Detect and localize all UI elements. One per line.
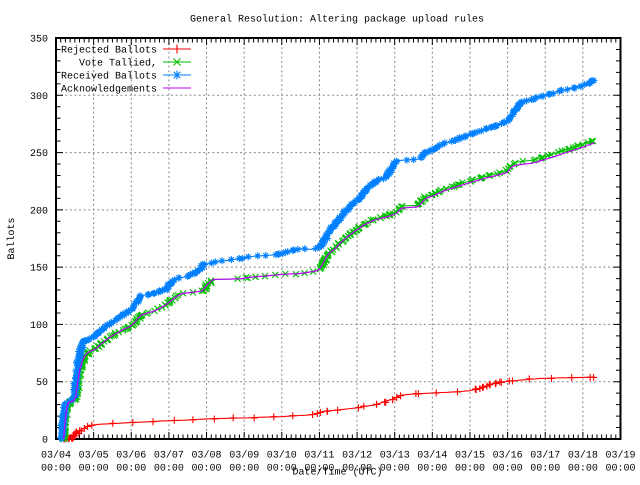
svg-text:03/13: 03/13 xyxy=(380,449,410,461)
svg-text:Received Ballots: Received Ballots xyxy=(61,71,157,83)
svg-text:00:00: 00:00 xyxy=(191,463,221,474)
svg-text:150: 150 xyxy=(30,264,48,275)
svg-text:General Resolution: Altering p: General Resolution: Altering package upl… xyxy=(190,14,484,26)
svg-text:03/12: 03/12 xyxy=(342,449,372,461)
svg-text:00:00: 00:00 xyxy=(417,463,447,474)
svg-text:03/06: 03/06 xyxy=(116,449,146,461)
svg-text:Ballots: Ballots xyxy=(6,217,18,259)
svg-text:03/04: 03/04 xyxy=(41,449,71,461)
svg-text:03/10: 03/10 xyxy=(267,449,297,461)
svg-text:03/08: 03/08 xyxy=(191,449,221,461)
svg-text:03/11: 03/11 xyxy=(304,449,334,461)
svg-text:0: 0 xyxy=(42,436,48,447)
svg-text:350: 350 xyxy=(30,35,48,46)
svg-text:00:00: 00:00 xyxy=(79,463,109,474)
svg-text:00:00: 00:00 xyxy=(41,463,71,474)
svg-text:Rejected Ballots: Rejected Ballots xyxy=(61,45,157,57)
svg-text:00:00: 00:00 xyxy=(304,463,334,474)
svg-text:03/07: 03/07 xyxy=(154,449,184,461)
svg-text:03/19: 03/19 xyxy=(605,449,635,461)
svg-text:50: 50 xyxy=(36,378,48,389)
svg-text:00:00: 00:00 xyxy=(267,463,297,474)
svg-text:00:00: 00:00 xyxy=(530,463,560,474)
svg-text:00:00: 00:00 xyxy=(380,463,410,474)
svg-text:03/16: 03/16 xyxy=(493,449,523,461)
svg-text:Date/Time (UTC): Date/Time (UTC) xyxy=(292,467,382,479)
svg-text:03/09: 03/09 xyxy=(229,449,259,461)
svg-text:03/05: 03/05 xyxy=(79,449,109,461)
svg-text:00:00: 00:00 xyxy=(455,463,485,474)
svg-text:00:00: 00:00 xyxy=(493,463,523,474)
svg-text:03/15: 03/15 xyxy=(455,449,485,461)
svg-text:200: 200 xyxy=(30,206,48,217)
svg-text:00:00: 00:00 xyxy=(229,463,259,474)
svg-text:00:00: 00:00 xyxy=(342,463,372,474)
svg-text:00:00: 00:00 xyxy=(154,463,184,474)
svg-text:03/18: 03/18 xyxy=(568,449,598,461)
svg-text:250: 250 xyxy=(30,149,48,160)
svg-text:00:00: 00:00 xyxy=(568,463,598,474)
svg-text:00:00: 00:00 xyxy=(116,463,146,474)
svg-text:00:00: 00:00 xyxy=(605,463,635,474)
svg-text:300: 300 xyxy=(30,92,48,103)
svg-text:Vote Tallied,: Vote Tallied, xyxy=(79,58,157,70)
svg-text:03/17: 03/17 xyxy=(530,449,560,461)
svg-text:03/14: 03/14 xyxy=(417,449,447,461)
svg-text:Acknowledgements: Acknowledgements xyxy=(61,84,157,96)
svg-text:100: 100 xyxy=(30,321,48,332)
